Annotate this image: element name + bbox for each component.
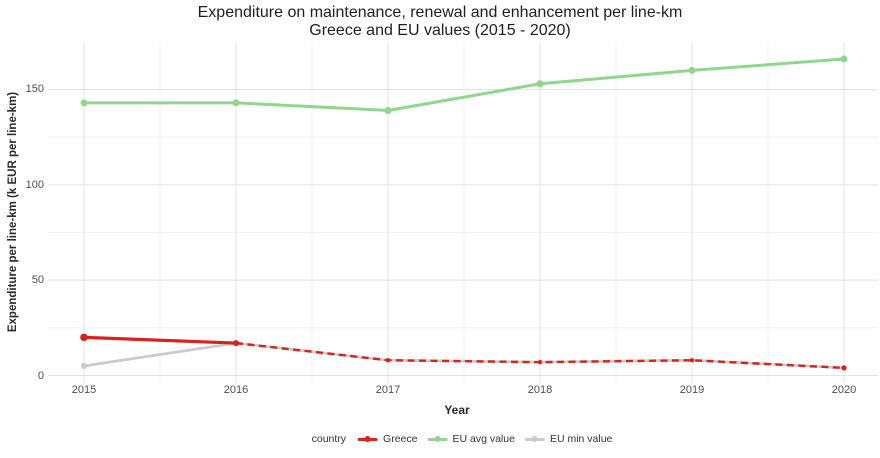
- x-tick-label: 2019: [679, 384, 705, 396]
- y-tick-label: 0: [37, 369, 44, 382]
- greece-point: [80, 333, 88, 342]
- legend-item: Greece: [358, 433, 417, 445]
- x-axis-title: Year: [444, 403, 470, 417]
- eu-avg-point: [536, 80, 544, 88]
- legend: country Greece EU avg value EU min value: [312, 433, 613, 445]
- x-tick-label: 2017: [375, 384, 401, 396]
- legend-item: EU min value: [524, 433, 613, 445]
- major-gridlines: [48, 42, 878, 383]
- legend-item-label: Greece: [383, 433, 418, 445]
- greece-point: [233, 340, 239, 347]
- eu-avg-series: [80, 55, 848, 114]
- legend-key-icon: [524, 434, 545, 444]
- y-tick-label: 50: [31, 274, 44, 287]
- eu-avg-point: [232, 99, 240, 107]
- x-tick-label: 2015: [71, 384, 97, 396]
- greece-series: [80, 333, 847, 371]
- legend-item: EU avg value: [427, 433, 515, 445]
- chart-title-line1: Expenditure on maintenance, renewal and …: [197, 4, 683, 21]
- legend-item-label: EU avg value: [452, 433, 515, 445]
- chart-title-line2: Greece and EU values (2015 - 2020): [309, 22, 571, 39]
- x-tick-label: 2018: [527, 384, 553, 396]
- eu-avg-point: [80, 99, 88, 107]
- y-axis-title: Expenditure per line-km (k EUR per line-…: [7, 91, 19, 333]
- minor-gridlines: [48, 42, 878, 383]
- y-tick-label: 100: [25, 178, 44, 191]
- x-tick-label: 2016: [223, 384, 249, 396]
- y-tick-label: 150: [25, 83, 44, 96]
- greece-point: [385, 358, 391, 363]
- eu-min-point: [81, 362, 87, 369]
- legend-title: country: [311, 433, 347, 445]
- eu-avg-point: [384, 106, 392, 114]
- legend-item-label: EU min value: [549, 433, 613, 445]
- eu-avg-point: [688, 66, 696, 74]
- x-tick-label: 2020: [831, 384, 857, 396]
- greece-line-solid: [82, 335, 238, 345]
- legend-key-icon: [427, 434, 448, 444]
- eu-avg-point: [840, 55, 848, 63]
- legend-key-icon: [358, 434, 379, 444]
- greece-point: [841, 365, 847, 371]
- greece-point: [689, 358, 695, 363]
- greece-point: [537, 360, 543, 365]
